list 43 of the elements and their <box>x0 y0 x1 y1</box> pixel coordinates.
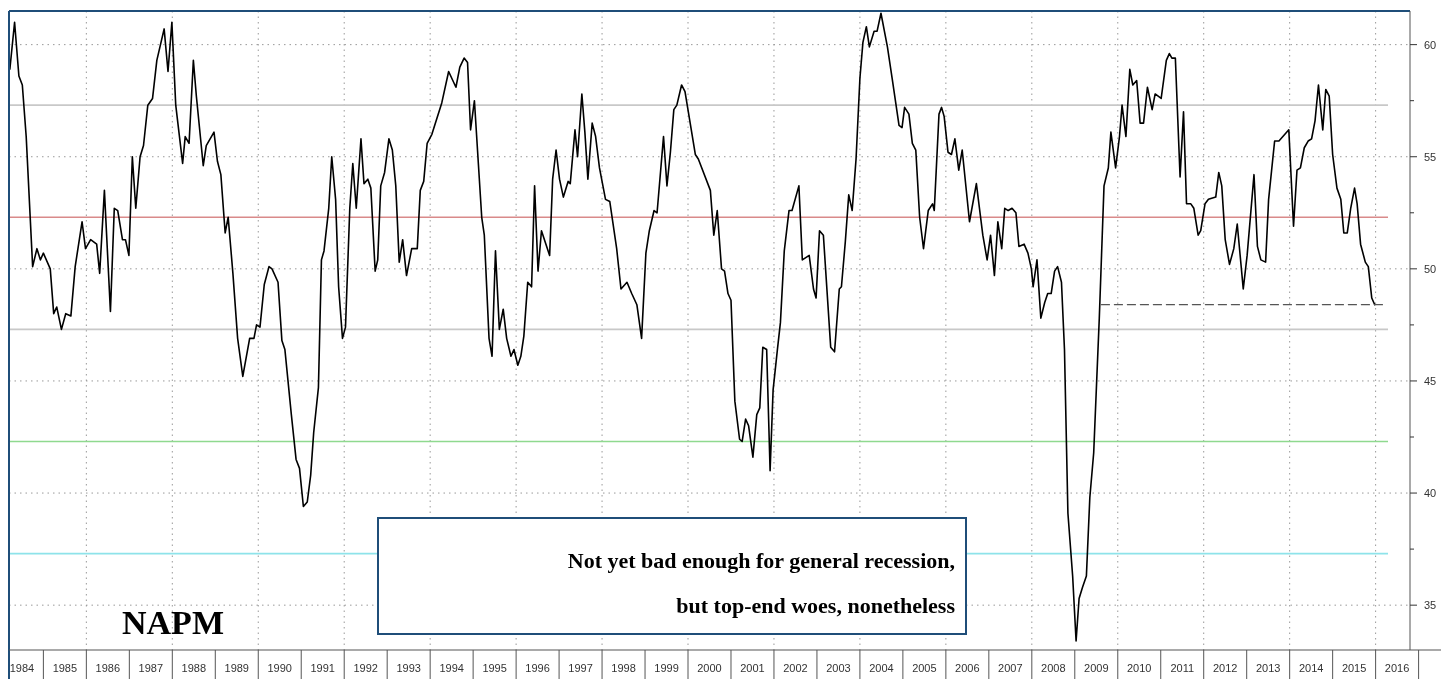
x-tick-label: 2016 <box>1384 662 1410 674</box>
y-tick-label: 50 <box>1423 262 1437 275</box>
annotation: Not yet bad enough for general recession, <box>567 548 955 573</box>
x-tick-label: 2002 <box>783 662 808 674</box>
y-tick-label: 35 <box>1423 599 1437 612</box>
x-tick-label: 2015 <box>1341 662 1367 674</box>
x-tick-label: 1986 <box>95 662 121 674</box>
x-tick-label: 2003 <box>826 662 851 674</box>
annotation: but top-end woes, nonetheless <box>676 593 956 618</box>
x-tick-label: 1992 <box>353 662 378 674</box>
x-tick-label: 2008 <box>1041 662 1066 674</box>
y-tick-label: 55 <box>1423 150 1437 163</box>
x-tick-label: 2000 <box>697 662 722 674</box>
x-tick-label: 1984 <box>9 662 35 674</box>
x-tick-label: 1989 <box>224 662 250 674</box>
x-tick-label: 1985 <box>52 662 78 674</box>
x-tick-label: 1994 <box>439 662 464 674</box>
x-tick-label: 1988 <box>181 662 207 674</box>
x-tick-label: 1997 <box>568 662 593 674</box>
x-tick-label: 2007 <box>998 662 1023 674</box>
text: NAPM <box>122 604 224 641</box>
y-tick-label: 40 <box>1423 487 1437 500</box>
x-tick-label: 1987 <box>138 662 164 674</box>
x-tick-label: 2010 <box>1127 662 1152 674</box>
y-tick-label: 45 <box>1423 374 1437 387</box>
line-series <box>9 12 1376 642</box>
x-tick-label: 2009 <box>1084 662 1109 674</box>
x-tick-label: 1995 <box>482 662 507 674</box>
x-tick-label: 2013 <box>1255 662 1281 674</box>
y-tick-label: 60 <box>1423 38 1437 51</box>
x-tick-label: 2004 <box>869 662 894 674</box>
x-tick-label: 2001 <box>740 662 765 674</box>
x-tick-label: 1996 <box>525 662 550 674</box>
x-tick-label: 2011 <box>1170 662 1195 674</box>
x-tick-label: 1990 <box>267 662 292 674</box>
x-tick-label: 1998 <box>611 662 636 674</box>
x-tick-label: 2006 <box>955 662 980 674</box>
x-tick-label: 2014 <box>1298 662 1324 674</box>
x-tick-label: 1991 <box>310 662 335 674</box>
x-tick-label: 1993 <box>396 662 421 674</box>
x-tick-label: 2005 <box>912 662 937 674</box>
x-tick-label: 2012 <box>1212 662 1238 674</box>
x-tick-label: 1999 <box>654 662 679 674</box>
